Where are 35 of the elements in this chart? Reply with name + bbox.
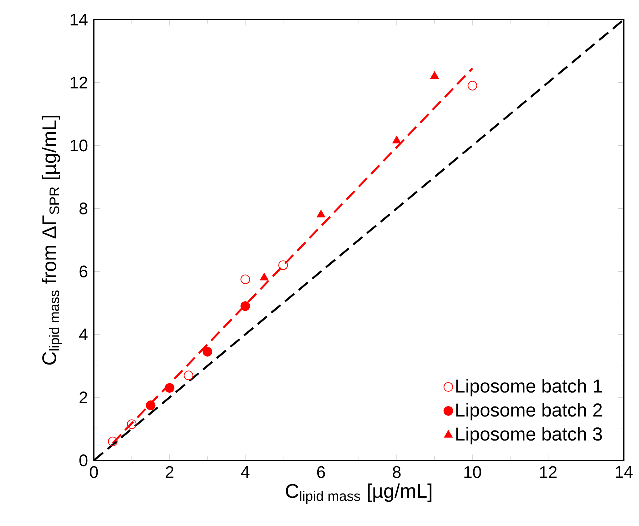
point: [146, 400, 156, 410]
y-tick-label: 6: [80, 266, 88, 278]
point: [164, 383, 175, 394]
point: [184, 370, 194, 380]
point: [240, 274, 250, 284]
y-axis-title: $\text{C}_{\text{lipid mass}}\text{ from ΔΓ}_{\text{SPR}}\text{ [µg/mL]}$: [42, 116, 62, 365]
y-tick-label: 2: [80, 392, 88, 404]
y-tick-label: 12: [70, 76, 88, 89]
x-tick-label: 6: [317, 466, 326, 478]
y-tick-label: 4: [79, 328, 88, 340]
x-tick-label: 14: [616, 466, 633, 478]
y-tick-label: 8: [80, 202, 88, 215]
x-tick-label: 10: [464, 466, 482, 478]
legend-label: Liposome batch 2: [456, 403, 602, 421]
x-tick-label: 0: [90, 466, 98, 478]
point: [392, 136, 402, 144]
point: [468, 81, 478, 91]
x-tick-label: 2: [166, 466, 174, 478]
point: [108, 436, 118, 447]
point: [430, 72, 440, 80]
legend-label: Liposome batch 3: [456, 427, 602, 445]
legend-label: Liposome batch 1: [456, 379, 602, 397]
x-tick-label: 12: [540, 466, 557, 478]
point: [317, 210, 326, 218]
y-tick-label: 14: [70, 14, 88, 26]
point: [240, 302, 250, 312]
point: [278, 260, 288, 270]
x-tick-label: 4: [241, 466, 250, 478]
point: [127, 420, 137, 430]
x-tick-label: 8: [393, 466, 401, 478]
point: [260, 273, 269, 281]
y-tick-label: 0: [80, 454, 88, 467]
point: [202, 347, 213, 357]
y-tick-label: 10: [70, 140, 88, 152]
x-axis-title: $\text{C}_{\text{lipid mass}}\text{ [µg/mL]}$: [286, 484, 432, 504]
